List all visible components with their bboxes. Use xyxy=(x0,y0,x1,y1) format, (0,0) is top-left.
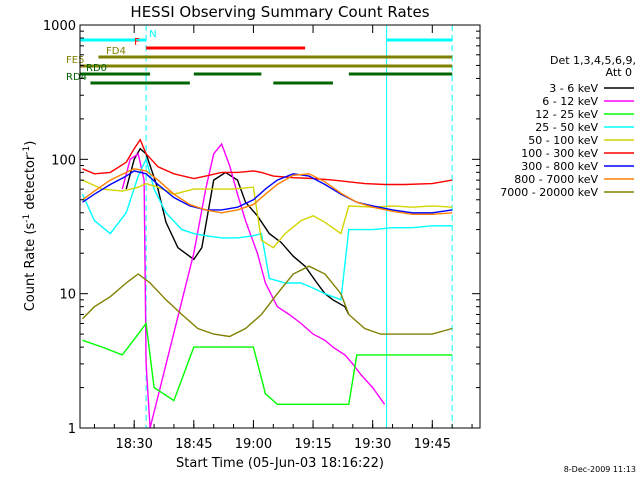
x-tick-label-4: 19:30 xyxy=(354,437,391,452)
legend-label-7: 800 - 7000 keV xyxy=(514,173,598,186)
legend-label-1: 6 - 12 keV xyxy=(542,95,598,108)
series-line-7 xyxy=(82,168,453,216)
flag-label-rd0: RD0 xyxy=(86,63,107,74)
legend-title-attenuator: Att 0 xyxy=(606,66,632,79)
flag-label-f: F xyxy=(134,37,140,48)
y-axis-ticks: 1 10 100 1000 xyxy=(43,19,480,437)
flag-label-n: N xyxy=(149,29,156,40)
legend-label-2: 12 - 25 keV xyxy=(535,108,598,121)
x-axis-label: Start Time (05-Jun-03 18:16:22) xyxy=(176,456,384,471)
y-axis-label: Count Rate (s-1 detector-1) xyxy=(22,141,38,312)
plot-frame xyxy=(79,24,481,429)
flag-label-rd4: RD4 xyxy=(66,72,87,83)
series-line-5 xyxy=(82,138,453,186)
legend-label-5: 100 - 300 keV xyxy=(521,147,598,160)
plot-area xyxy=(79,25,453,428)
series-line-2 xyxy=(82,321,453,405)
legend-label-4: 50 - 100 keV xyxy=(528,134,598,147)
y-tick-label-0: 1 xyxy=(68,422,76,437)
legend-label-8: 7000 - 20000 keV xyxy=(500,186,598,199)
legend-title-detectors: Det 1,3,4,5,6,9, xyxy=(550,54,636,67)
timestamp-footer: 8-Dec-2009 11:13 xyxy=(564,465,636,474)
y-tick-label-1: 10 xyxy=(59,288,76,303)
y-tick-label-3: 1000 xyxy=(43,19,76,34)
legend-label-6: 300 - 800 keV xyxy=(521,160,598,173)
series-line-1 xyxy=(121,142,386,429)
series-line-6 xyxy=(82,170,453,214)
x-axis-ticks: 18:30 18:45 19:00 19:15 19:30 19:45 xyxy=(93,25,473,452)
y-tick-label-2: 100 xyxy=(51,153,76,168)
series-line-8 xyxy=(82,265,453,338)
x-tick-label-5: 19:45 xyxy=(414,437,451,452)
x-tick-label-1: 18:45 xyxy=(175,437,212,452)
x-tick-label-0: 18:30 xyxy=(115,437,152,452)
x-tick-label-2: 19:00 xyxy=(235,437,272,452)
legend-label-3: 25 - 50 keV xyxy=(535,121,598,134)
flag-label-fe5: FE5 xyxy=(66,55,84,66)
flag-label-fd4: FD4 xyxy=(106,46,126,57)
series-line-4 xyxy=(82,179,453,249)
series-layer xyxy=(81,138,453,429)
legend-label-0: 3 - 6 keV xyxy=(549,82,598,95)
x-tick-label-3: 19:15 xyxy=(294,437,331,452)
chart-title: HESSI Observing Summary Count Rates xyxy=(130,3,429,21)
